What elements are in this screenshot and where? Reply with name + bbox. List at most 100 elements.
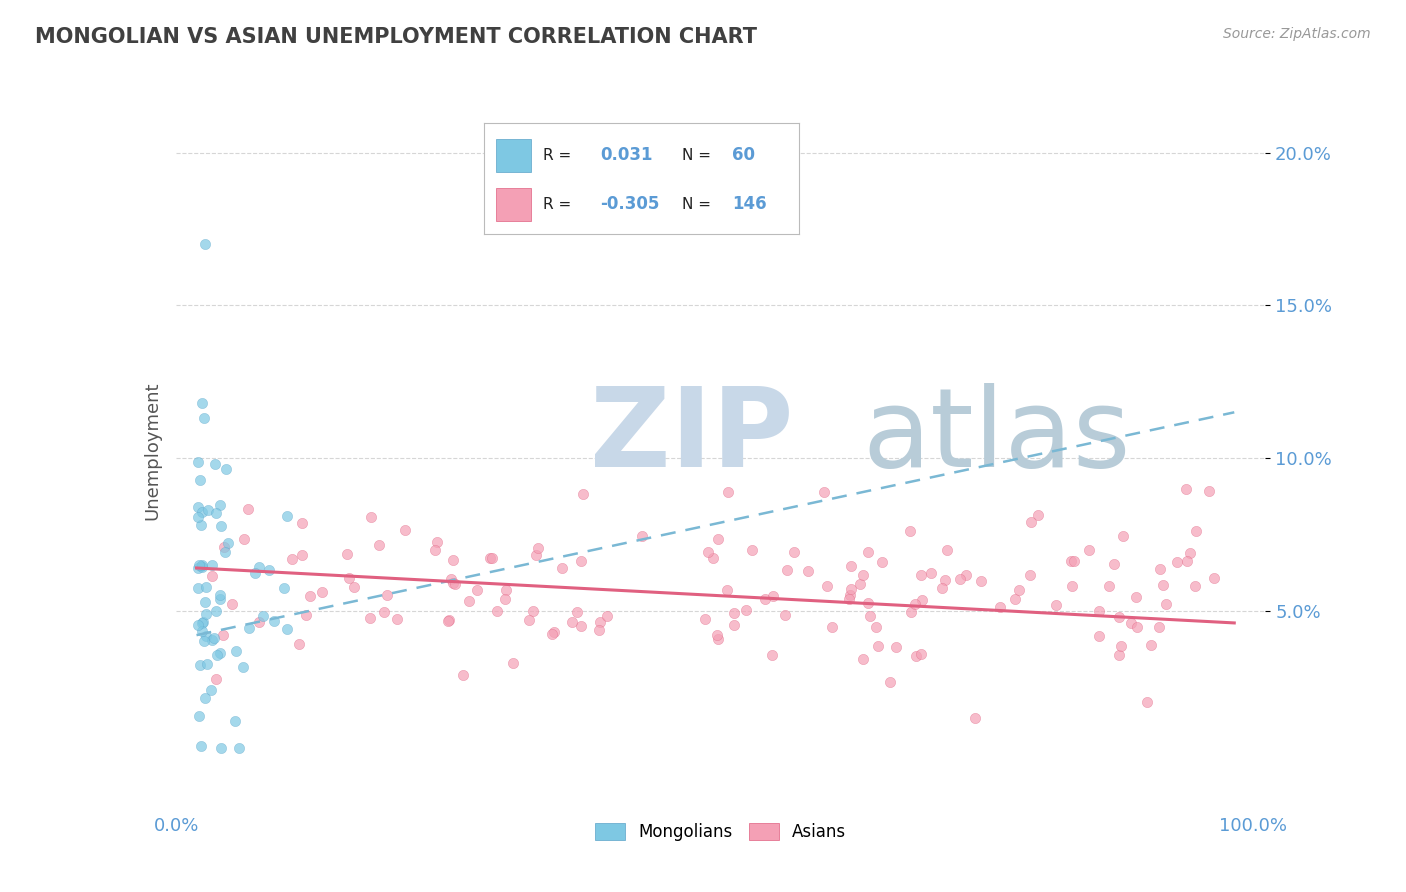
Point xyxy=(204,457,226,471)
Point xyxy=(208,591,231,606)
Point xyxy=(1149,562,1171,576)
Point xyxy=(936,543,959,558)
Point xyxy=(426,535,449,549)
Text: atlas: atlas xyxy=(862,384,1130,491)
Text: -0.305: -0.305 xyxy=(600,195,659,213)
Point xyxy=(423,543,446,558)
Point xyxy=(1175,554,1198,568)
Point xyxy=(188,558,211,572)
Point xyxy=(838,591,860,606)
Point xyxy=(821,620,844,634)
Point xyxy=(859,609,882,624)
Point xyxy=(588,624,610,638)
Text: N =: N = xyxy=(682,148,711,163)
Point xyxy=(441,553,464,567)
Point xyxy=(502,656,524,670)
Point xyxy=(773,607,796,622)
Point xyxy=(214,544,236,558)
Point xyxy=(1019,515,1042,529)
Point xyxy=(1008,583,1031,598)
Point xyxy=(259,563,281,577)
Point xyxy=(870,556,893,570)
Point xyxy=(225,643,247,657)
Point xyxy=(852,652,875,666)
Point xyxy=(1026,508,1049,522)
Point xyxy=(201,558,224,572)
Point xyxy=(187,617,209,632)
Point xyxy=(186,500,209,515)
Point xyxy=(187,455,209,469)
Point xyxy=(252,608,274,623)
FancyBboxPatch shape xyxy=(496,139,531,172)
Point xyxy=(1140,638,1163,652)
Point xyxy=(1178,546,1201,560)
Point xyxy=(202,632,225,646)
Point xyxy=(839,559,862,574)
Point xyxy=(696,545,718,559)
Point xyxy=(205,648,228,663)
Point xyxy=(839,582,862,596)
Point xyxy=(1088,629,1111,643)
Point xyxy=(963,710,986,724)
Point xyxy=(276,508,298,523)
Point xyxy=(868,640,890,654)
Point xyxy=(458,594,481,608)
Point xyxy=(754,591,776,606)
Text: R =: R = xyxy=(543,148,572,163)
Point xyxy=(191,624,214,639)
Point xyxy=(194,690,217,705)
Point xyxy=(1088,604,1111,618)
Point xyxy=(910,567,932,582)
Point xyxy=(201,569,224,583)
Point xyxy=(762,589,785,603)
Point xyxy=(1063,553,1085,567)
Point xyxy=(565,605,588,619)
Point xyxy=(723,617,745,632)
Point xyxy=(1062,579,1084,593)
Point xyxy=(561,615,583,630)
Point xyxy=(375,588,398,602)
Point xyxy=(191,615,214,629)
Point xyxy=(1109,639,1132,653)
Point xyxy=(1174,482,1197,496)
Point xyxy=(797,564,820,578)
Point xyxy=(988,599,1011,614)
Point xyxy=(194,237,217,252)
Point xyxy=(337,571,360,585)
Point xyxy=(1045,598,1067,612)
Point xyxy=(190,559,212,574)
Point xyxy=(287,637,309,651)
Point xyxy=(706,628,728,642)
Point xyxy=(524,548,547,562)
Text: MONGOLIAN VS ASIAN UNEMPLOYMENT CORRELATION CHART: MONGOLIAN VS ASIAN UNEMPLOYMENT CORRELAT… xyxy=(35,27,758,46)
Point xyxy=(190,518,212,533)
Point xyxy=(204,604,226,618)
Point xyxy=(813,484,835,499)
Point xyxy=(1198,484,1220,499)
Point xyxy=(290,516,312,531)
Point xyxy=(194,629,217,643)
Point xyxy=(1166,555,1188,569)
Point xyxy=(209,646,232,660)
Point xyxy=(437,613,460,627)
Point xyxy=(212,541,235,555)
Point xyxy=(495,592,517,607)
Point xyxy=(247,560,270,574)
Point xyxy=(1147,620,1170,634)
Point xyxy=(1119,615,1142,630)
Point xyxy=(734,602,756,616)
Point xyxy=(200,632,222,647)
Point xyxy=(191,505,214,519)
Point xyxy=(373,605,395,619)
Text: R =: R = xyxy=(543,197,572,211)
Point xyxy=(495,582,517,597)
Point xyxy=(221,597,243,611)
Point xyxy=(209,498,232,512)
Point xyxy=(879,675,901,690)
Point xyxy=(215,462,238,476)
Point xyxy=(931,582,953,596)
Point xyxy=(1152,578,1174,592)
Point xyxy=(228,741,250,756)
Point xyxy=(190,560,212,574)
Point xyxy=(543,624,565,639)
